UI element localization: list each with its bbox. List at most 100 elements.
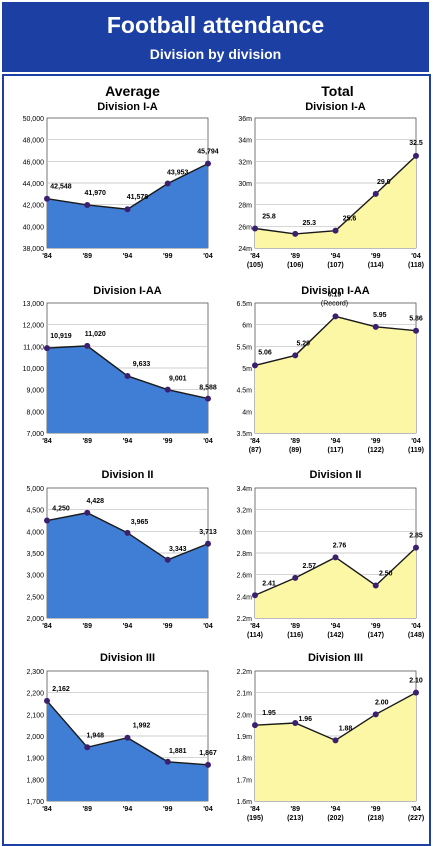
data-label: 1,992 [133, 723, 151, 730]
data-label: 32.5 [409, 140, 423, 147]
series-area [255, 316, 416, 433]
x-tick-sublabel: (89) [289, 447, 301, 454]
data-label: 2.10 [409, 678, 423, 685]
data-label: 2.85 [409, 533, 423, 540]
data-label: 5.29 [296, 340, 310, 347]
y-tick-label: 1,800 [26, 777, 44, 784]
y-tick-label: 2,000 [26, 616, 44, 623]
data-label: 5.86 [409, 316, 423, 323]
data-label: 25.6 [343, 216, 357, 223]
x-tick-label: '99 [163, 623, 173, 630]
y-tick-label: 6.5m [236, 301, 252, 308]
x-tick-sublabel: (119) [408, 447, 424, 454]
chart-title: Division III [100, 652, 155, 664]
x-tick-sublabel: (122) [368, 447, 384, 454]
x-tick-label: '89 [291, 806, 301, 813]
data-point [124, 372, 131, 379]
y-tick-label: 48,000 [23, 138, 45, 145]
y-tick-label: 11,000 [23, 344, 44, 351]
data-point [84, 201, 91, 208]
data-point [372, 711, 379, 718]
x-tick-sublabel: (202) [327, 815, 343, 822]
x-tick-label: '04 [203, 438, 213, 445]
data-point [44, 195, 50, 202]
x-tick-label: '84 [250, 438, 260, 445]
y-tick-label: 32m [238, 159, 252, 166]
x-tick-label: '04 [203, 806, 213, 813]
data-point [44, 517, 50, 524]
data-label: 4,250 [52, 506, 70, 513]
data-label: 45,794 [197, 149, 219, 156]
x-tick-label: '94 [123, 623, 133, 630]
data-label: 2.00 [375, 699, 389, 706]
data-point [332, 227, 339, 234]
data-point [332, 554, 339, 561]
series-area [47, 512, 208, 618]
data-label: 2.41 [262, 580, 276, 587]
data-point [413, 544, 419, 551]
y-tick-label: 9,000 [26, 388, 44, 395]
x-tick-sublabel: (148) [408, 632, 424, 639]
data-label: 2.50 [379, 571, 393, 578]
column-heading-average: Average [105, 83, 160, 99]
y-tick-label: 26m [238, 224, 252, 231]
data-label: 2.76 [333, 542, 347, 549]
y-tick-label: 1.8m [236, 756, 252, 763]
y-tick-label: 1.6m [236, 799, 252, 806]
x-tick-sublabel: (227) [408, 815, 424, 822]
data-label: 29.0 [377, 179, 391, 186]
data-label: 3,713 [199, 529, 217, 536]
x-tick-sublabel: (114) [247, 632, 263, 639]
y-tick-label: 4.5m [236, 388, 252, 395]
y-tick-label: 2.2m [236, 669, 252, 676]
x-tick-label: '84 [42, 438, 52, 445]
x-tick-sublabel: (107) [327, 262, 343, 269]
y-tick-label: 2,000 [26, 734, 44, 741]
data-label: 3,965 [131, 519, 149, 526]
y-tick-label: 8,000 [26, 409, 44, 416]
data-point [124, 734, 131, 741]
x-tick-label: '94 [331, 253, 341, 260]
x-tick-label: '04 [203, 253, 213, 260]
x-tick-label: '99 [371, 438, 381, 445]
x-tick-label: '89 [83, 623, 93, 630]
y-tick-label: 4,500 [26, 508, 44, 515]
y-tick-label: 5m [242, 366, 252, 373]
data-label: 5.06 [258, 349, 272, 356]
data-point [164, 180, 171, 187]
data-point [164, 556, 171, 563]
x-tick-label: '84 [42, 253, 52, 260]
x-tick-sublabel: (213) [287, 815, 303, 822]
data-point [372, 190, 379, 197]
data-point [44, 697, 50, 704]
page-subtitle: Division by division [149, 46, 282, 62]
y-tick-label: 4,000 [26, 529, 44, 536]
x-tick-sublabel: (114) [368, 262, 384, 269]
data-label: 11,020 [85, 331, 106, 338]
data-label: 41,578 [127, 194, 149, 201]
y-tick-label: 46,000 [23, 159, 45, 166]
x-tick-label: '94 [123, 253, 133, 260]
data-label: 2,162 [52, 686, 70, 693]
series-area [255, 547, 416, 618]
y-tick-label: 2.4m [236, 594, 252, 601]
x-tick-label: '04 [411, 623, 421, 630]
x-tick-sublabel: (105) [247, 262, 263, 269]
y-tick-label: 42,000 [23, 203, 45, 210]
data-label: 42,548 [50, 184, 72, 191]
y-tick-label: 5,000 [26, 486, 44, 493]
data-point [292, 230, 299, 237]
y-tick-label: 3.4m [236, 486, 252, 493]
x-tick-label: '84 [250, 253, 260, 260]
y-tick-label: 3,500 [26, 551, 44, 558]
data-label: 41,970 [85, 190, 107, 197]
x-tick-sublabel: (87) [249, 447, 261, 454]
x-tick-label: '94 [123, 438, 133, 445]
data-point [292, 720, 299, 726]
x-tick-label: '94 [123, 806, 133, 813]
data-label: 1,867 [199, 750, 217, 757]
y-tick-label: 2,500 [26, 594, 44, 601]
y-tick-label: 2.2m [236, 616, 252, 623]
data-label: 1,881 [169, 748, 187, 755]
